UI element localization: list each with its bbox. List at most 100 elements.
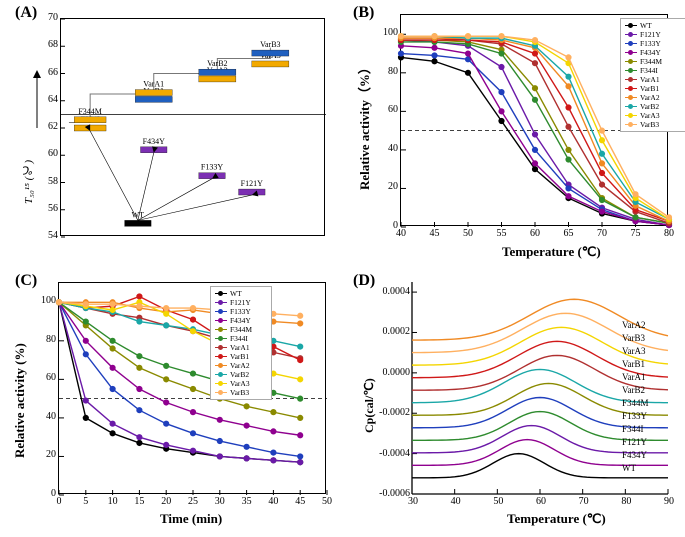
legend-label: VarA1 [230, 343, 250, 352]
y-tick-d: -0.0002 [368, 407, 410, 418]
x-tick: 40 [264, 496, 282, 507]
y-tick-a: 70 [42, 12, 58, 23]
svg-panel-c [59, 283, 327, 495]
legend-entry: WT [625, 21, 681, 30]
legend-label: VarB1 [640, 84, 659, 93]
legend-entry: WT [215, 289, 267, 298]
legend-entry: VarA2 [215, 361, 267, 370]
x-tick: 70 [593, 228, 611, 239]
x-tick: 45 [426, 228, 444, 239]
axis-label-c-x: Time (min) [160, 511, 222, 527]
x-tick-d: 50 [489, 496, 507, 507]
dsc-series-label: F344M [622, 398, 649, 408]
legend-label: F121Y [230, 298, 251, 307]
y-tick: 40 [32, 411, 56, 422]
plot-area-c [58, 282, 326, 494]
legend-entry: F121Y [215, 298, 267, 307]
axis-label-d-x: Temperature (℃) [507, 511, 606, 527]
legend-c: WTF121YF133YF434YF344MF344IVarA1VarB1Var… [210, 286, 272, 400]
y-tick: 100 [32, 295, 56, 306]
legend-label: F344I [640, 66, 658, 75]
y-tick-d: 0.0002 [368, 326, 410, 337]
legend-entry: VarB1 [215, 352, 267, 361]
x-tick: 30 [211, 496, 229, 507]
y-tick-d: 0.0000 [368, 367, 410, 378]
legend-entry: F133Y [625, 39, 681, 48]
dsc-series-label: F434Y [622, 450, 647, 460]
figure-root: (A) (B) (C) (D) WTF121YF133YF434YF344IF3… [0, 0, 685, 537]
x-tick-d: 40 [447, 496, 465, 507]
dsc-series-label: VarA3 [622, 346, 646, 356]
y-tick: 20 [374, 181, 398, 192]
y-tick-a: 64 [42, 94, 58, 105]
dsc-series-label: VarB1 [622, 359, 645, 369]
x-tick-d: 70 [575, 496, 593, 507]
legend-entry: F344I [625, 66, 681, 75]
legend-label: F133Y [640, 39, 661, 48]
legend-entry: VarA2 [625, 93, 681, 102]
legend-label: F434Y [230, 316, 251, 325]
axis-label-d-y: Cp(cal/℃) [362, 378, 377, 433]
axis-label-a-y: T₅₀¹⁵ (℃) [22, 160, 35, 204]
dsc-series-label: F133Y [622, 411, 647, 421]
legend-entry: F133Y [215, 307, 267, 316]
y-tick-a: 62 [42, 121, 58, 132]
legend-entry: F344M [215, 325, 267, 334]
x-tick: 50 [318, 496, 336, 507]
y-tick-a: 66 [42, 67, 58, 78]
legend-label: F344I [230, 334, 248, 343]
y-tick: 80 [374, 66, 398, 77]
x-tick: 35 [238, 496, 256, 507]
y-tick-a: 54 [42, 230, 58, 241]
panel-c: Time (min) Relative activity (%) 0510152… [0, 268, 342, 536]
y-tick-d: 0.0004 [368, 286, 410, 297]
legend-entry: VarA1 [215, 343, 267, 352]
legend-entry: F121Y [625, 30, 681, 39]
legend-label: VarA2 [640, 93, 660, 102]
axis-label-c-y: Relative activity (%) [12, 343, 28, 458]
legend-label: F344M [640, 57, 662, 66]
legend-entry: F434Y [625, 48, 681, 57]
legend-label: VarB1 [230, 352, 249, 361]
dsc-series-label: F121Y [622, 437, 647, 447]
svg-text:F344M: F344M [78, 107, 102, 116]
x-tick: 55 [493, 228, 511, 239]
legend-entry: F344I [215, 334, 267, 343]
panel-a: WTF121YF133YF434YF344IF344MVarB1VarA1Var… [0, 0, 342, 268]
x-tick: 45 [291, 496, 309, 507]
y-tick: 0 [32, 488, 56, 499]
legend-label: WT [640, 21, 652, 30]
dsc-series-label: F344I [622, 424, 644, 434]
svg-text:F434Y: F434Y [143, 137, 165, 146]
x-tick: 60 [526, 228, 544, 239]
legend-entry: VarB2 [215, 370, 267, 379]
svg-text:F133Y: F133Y [201, 163, 223, 172]
x-tick-d: 90 [660, 496, 678, 507]
plot-area-a: WTF121YF133YF434YF344IF344MVarB1VarA1Var… [60, 18, 325, 236]
x-tick: 25 [184, 496, 202, 507]
x-tick: 50 [459, 228, 477, 239]
y-tick: 0 [374, 220, 398, 231]
panel-d: Temperature (℃) Cp(cal/℃) 30405060708090… [342, 268, 684, 536]
x-tick: 10 [104, 496, 122, 507]
dsc-series-label: VarA1 [622, 372, 646, 382]
x-tick-d: 60 [532, 496, 550, 507]
y-tick: 100 [374, 27, 398, 38]
y-tick: 60 [32, 372, 56, 383]
y-tick-a: 58 [42, 176, 58, 187]
x-tick: 20 [157, 496, 175, 507]
legend-label: VarB3 [640, 120, 659, 129]
legend-entry: VarA3 [215, 379, 267, 388]
svg-text:VarB2: VarB2 [207, 59, 227, 68]
x-tick: 15 [130, 496, 148, 507]
legend-label: VarA3 [640, 111, 660, 120]
legend-entry: VarB3 [215, 388, 267, 397]
dsc-series-label: WT [622, 463, 636, 473]
y-tick-a: 60 [42, 148, 58, 159]
y-tick: 80 [32, 334, 56, 345]
legend-entry: VarB1 [625, 84, 681, 93]
svg-text:VarB3: VarB3 [260, 40, 280, 49]
x-tick: 80 [660, 228, 678, 239]
y-tick: 20 [32, 449, 56, 460]
legend-label: F434Y [640, 48, 661, 57]
